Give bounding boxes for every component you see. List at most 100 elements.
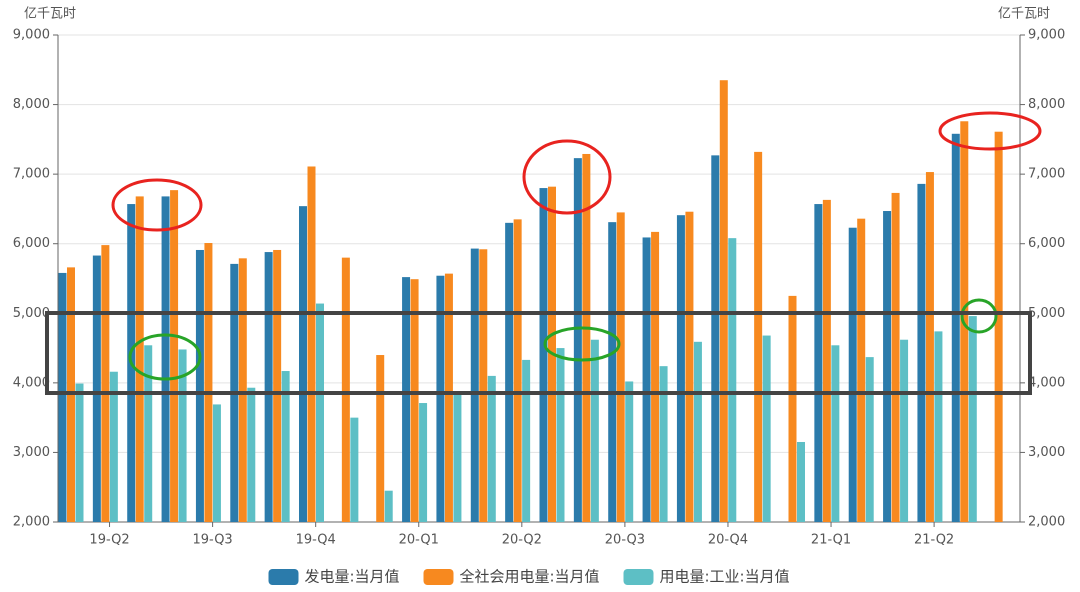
bar — [376, 355, 385, 522]
x-tick-label: 19-Q2 — [89, 533, 129, 548]
x-tick-label: 20-Q2 — [502, 533, 542, 548]
bar — [994, 131, 1003, 522]
bar — [350, 417, 359, 522]
bar — [831, 345, 840, 522]
x-tick-label: 19-Q3 — [192, 533, 232, 548]
bar — [161, 196, 170, 523]
bar — [402, 277, 411, 522]
legend-swatch — [268, 569, 299, 585]
bar — [934, 331, 943, 522]
bar — [479, 249, 488, 522]
bar — [281, 371, 290, 522]
bar — [728, 238, 737, 523]
highlight-circle — [543, 326, 621, 362]
bar — [925, 172, 934, 522]
legend-swatch — [423, 569, 454, 585]
bar — [273, 249, 282, 522]
bar — [212, 404, 221, 522]
bar — [968, 316, 977, 522]
bar — [195, 249, 204, 522]
bar — [685, 211, 694, 522]
x-tick-label: 20-Q4 — [708, 533, 748, 548]
y2-tick-label: 3,000 — [1028, 445, 1065, 460]
bar — [651, 231, 660, 522]
x-tick-label: 19-Q4 — [296, 533, 336, 548]
bar — [590, 339, 599, 522]
bar — [900, 339, 909, 522]
bar — [444, 273, 453, 522]
bar — [170, 190, 179, 522]
bar — [144, 345, 153, 522]
bar — [625, 381, 634, 522]
highlight-circle — [128, 333, 202, 381]
bar — [676, 215, 685, 522]
bar — [92, 255, 101, 522]
bar — [238, 258, 247, 522]
y2-tick-label: 4,000 — [1028, 375, 1065, 390]
highlight-circle — [522, 139, 612, 215]
bar — [384, 490, 393, 522]
y-tick-label: 2,000 — [13, 515, 50, 530]
legend-label: 全社会用电量:当月值 — [460, 568, 600, 586]
bar — [487, 375, 496, 522]
bar — [204, 243, 213, 523]
legend-label: 发电量:当月值 — [305, 568, 400, 586]
bar — [101, 245, 110, 522]
bar — [788, 295, 797, 522]
bar — [178, 349, 187, 522]
x-tick-label: 21-Q2 — [914, 533, 954, 548]
bar — [719, 80, 728, 522]
bar — [573, 158, 582, 523]
bar — [857, 218, 866, 522]
bar — [616, 212, 625, 522]
bar — [822, 199, 831, 523]
bar — [135, 196, 144, 523]
bar — [341, 257, 350, 522]
bar — [513, 219, 522, 522]
bar — [642, 237, 651, 522]
x-tick-label: 20-Q1 — [399, 533, 439, 548]
highlight-circle — [960, 298, 998, 334]
highlight-circle — [111, 178, 203, 232]
bar — [247, 387, 256, 522]
y-tick-label: 4,000 — [13, 375, 50, 390]
y-tick-label: 7,000 — [13, 167, 50, 182]
bar — [264, 252, 273, 522]
highlight-circle — [938, 111, 1042, 151]
bar — [865, 357, 874, 522]
y2-tick-label: 8,000 — [1028, 97, 1065, 112]
bar — [883, 211, 892, 522]
y2-tick-label: 2,000 — [1028, 515, 1065, 530]
y-tick-label: 6,000 — [13, 236, 50, 251]
bar — [814, 204, 823, 522]
bar — [307, 166, 316, 523]
bar — [762, 335, 771, 522]
bar — [556, 348, 565, 522]
bar — [75, 383, 84, 522]
bar — [848, 227, 857, 522]
x-tick-label: 20-Q3 — [605, 533, 645, 548]
annotations — [45, 111, 1042, 395]
legend-swatch — [623, 569, 654, 585]
legend-label: 用电量:工业:当月值 — [660, 568, 790, 586]
bar — [539, 188, 548, 523]
bar — [299, 206, 307, 522]
bar — [582, 153, 591, 522]
y2-axis-title: 亿千瓦时 — [998, 7, 1050, 22]
highlight-box — [45, 311, 1032, 395]
y2-tick-label: 5,000 — [1028, 306, 1065, 321]
y2-tick-label: 6,000 — [1028, 236, 1065, 251]
bar — [410, 279, 419, 522]
bar — [917, 183, 926, 522]
bar — [659, 366, 668, 522]
bar — [453, 393, 462, 522]
y2-tick-label: 9,000 — [1028, 28, 1065, 43]
bar — [109, 371, 118, 522]
plot: 2,000 3,000 4,000 5,000 6,000 7,000 8,000 9,000… — [13, 28, 1065, 548]
bar — [608, 222, 617, 522]
bar — [693, 341, 702, 522]
bar — [436, 275, 445, 522]
bar — [711, 155, 720, 522]
y-tick-label: 8,000 — [13, 97, 50, 112]
